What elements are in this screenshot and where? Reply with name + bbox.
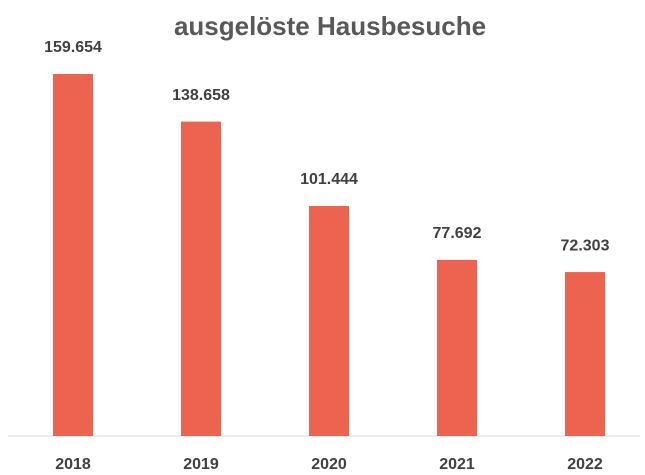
value-label: 101.444 (300, 171, 358, 188)
value-label: 72.303 (561, 237, 610, 254)
x-tick-label: 2019 (183, 456, 219, 473)
x-tick-label: 2021 (439, 456, 475, 473)
bar (53, 74, 93, 436)
value-label: 159.654 (44, 39, 102, 56)
x-tick-label: 2018 (55, 456, 91, 473)
bar (565, 272, 605, 436)
bar (181, 121, 221, 437)
value-label: 138.658 (172, 87, 230, 104)
bar (437, 259, 477, 436)
x-tick-label: 2022 (567, 456, 603, 473)
chart-title: ausgelöste Hausbesuche (174, 11, 486, 41)
bar (309, 205, 349, 436)
x-tick-label: 2020 (311, 456, 347, 473)
value-label: 77.692 (433, 225, 482, 242)
